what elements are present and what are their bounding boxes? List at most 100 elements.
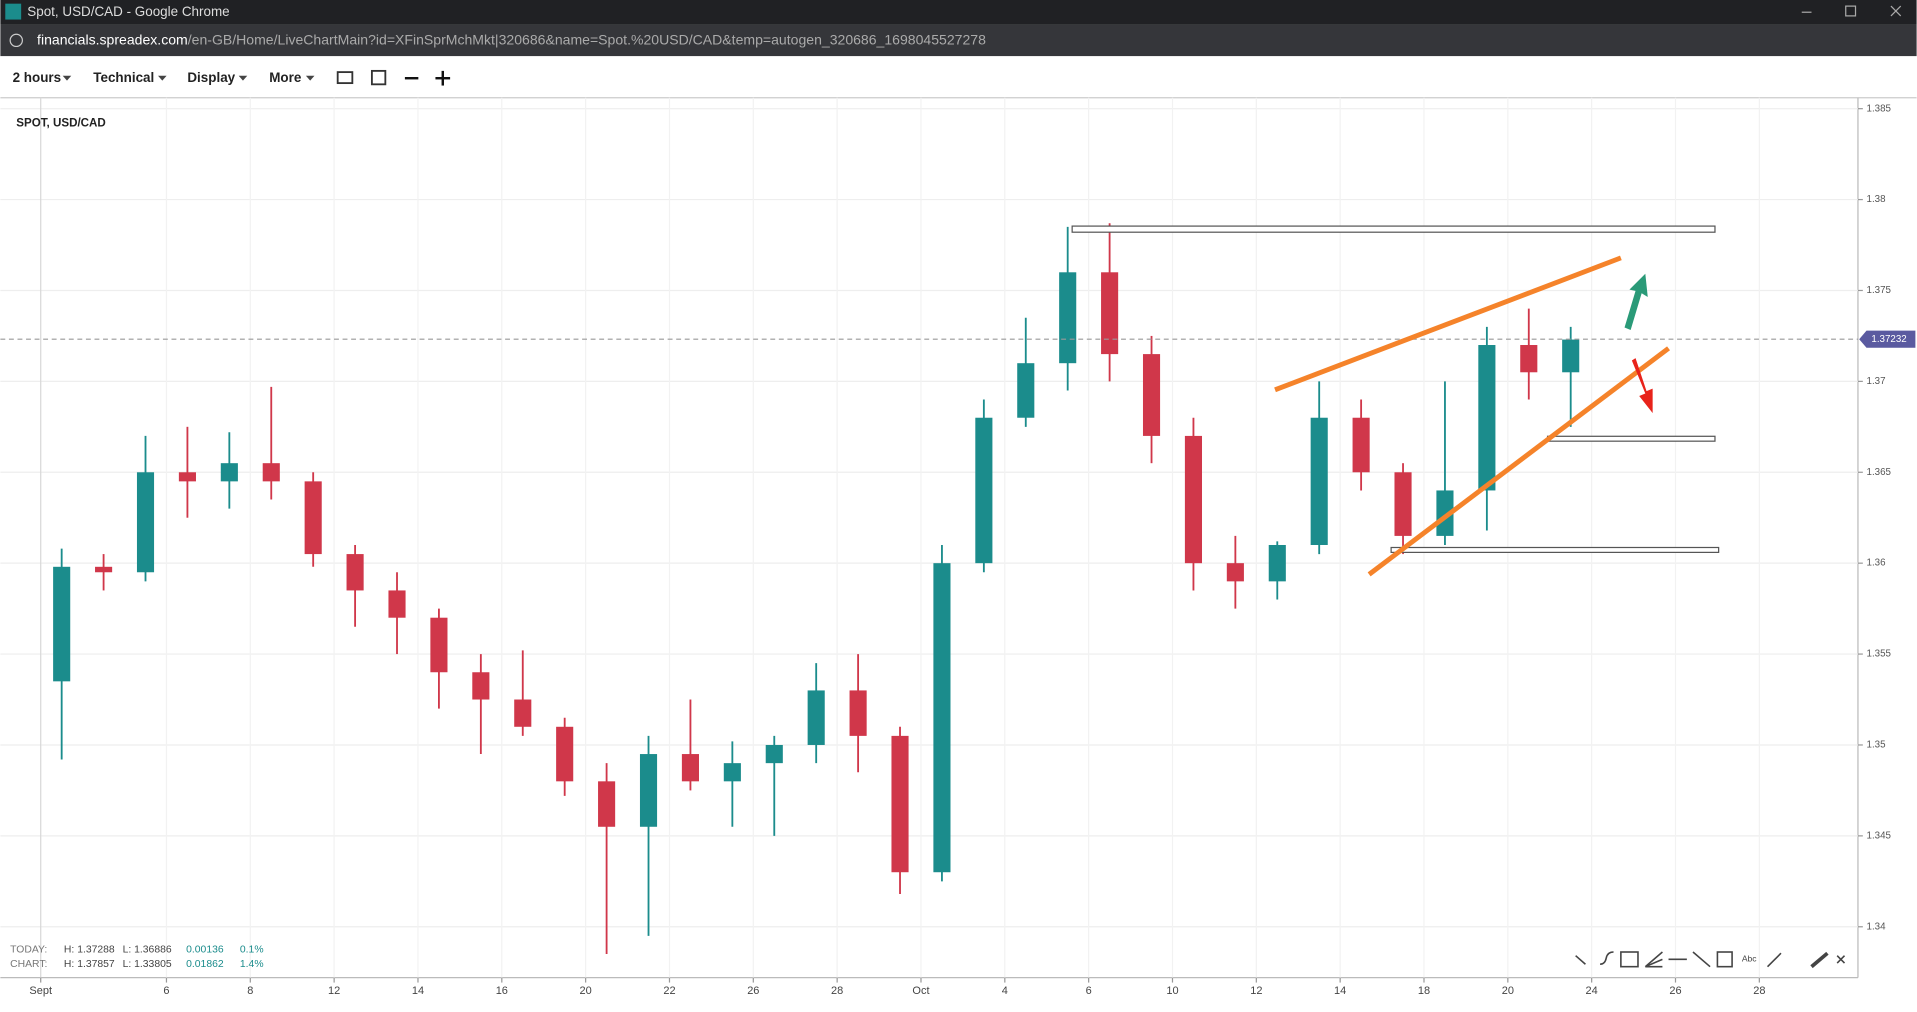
- last-price-label: 1.37232: [1871, 334, 1906, 345]
- x-tick-label: 6: [1086, 985, 1092, 997]
- level-box[interactable]: [1071, 225, 1716, 233]
- x-tick-label: 14: [412, 985, 424, 997]
- x-tick-label: 28: [831, 985, 843, 997]
- y-tick-label: 1.38: [1867, 194, 1886, 205]
- dropdown-arrows: [62, 75, 315, 81]
- drawing-tools[interactable]: [1575, 951, 1846, 969]
- up-arrow: [1624, 273, 1648, 330]
- candle-body: [639, 754, 658, 827]
- x-tick-label: Sept: [29, 985, 52, 997]
- x-tick-label: 12: [328, 985, 340, 997]
- candle-body: [53, 566, 71, 682]
- level-box[interactable]: [1390, 546, 1720, 553]
- candle-body: [1478, 345, 1496, 491]
- text-tool-icon[interactable]: Abc: [1742, 954, 1757, 964]
- candle-body: [1310, 417, 1328, 545]
- candle-body: [1184, 435, 1203, 564]
- stats-low: L: 1.36886: [123, 944, 172, 955]
- candle-body: [807, 690, 825, 745]
- window-title: Spot, USD/CAD - Google Chrome: [27, 4, 229, 19]
- stats-label: CHART:: [10, 959, 47, 970]
- candle-body: [1394, 472, 1412, 536]
- zoom-in-button[interactable]: [435, 70, 451, 86]
- chart-title: SPOT, USD/CAD: [16, 116, 106, 129]
- toolbar-button[interactable]: Technical: [93, 70, 154, 85]
- url-path: /en-GB/Home/LiveChartMain?id=XFinSprMchM…: [188, 31, 986, 47]
- site-info-icon[interactable]: [9, 33, 23, 48]
- toolbar-button[interactable]: More: [269, 70, 302, 85]
- y-tick-label: 1.355: [1867, 649, 1892, 660]
- trend-line[interactable]: [1274, 255, 1622, 393]
- candle-body: [933, 563, 951, 873]
- y-tick-label: 1.36: [1867, 558, 1886, 569]
- x-tick-label: 26: [1669, 985, 1681, 997]
- address-bar[interactable]: [0, 24, 1917, 57]
- open-button[interactable]: [336, 71, 354, 85]
- toolbar: [0, 56, 1917, 98]
- y-tick-label: 1.37: [1867, 376, 1886, 387]
- save-button[interactable]: [370, 69, 387, 86]
- candle-body: [95, 566, 113, 573]
- stats-high: H: 1.37857: [64, 959, 115, 970]
- x-tick-label: 6: [163, 985, 169, 997]
- x-tick-label: Oct: [912, 985, 929, 997]
- candle-body: [220, 463, 238, 482]
- x-tick-label: 8: [247, 985, 253, 997]
- candle-body: [681, 754, 699, 782]
- candle-body: [598, 781, 616, 827]
- x-tick-label: 28: [1753, 985, 1765, 997]
- x-tick-label: 26: [747, 985, 759, 997]
- candle-body: [849, 690, 867, 736]
- stats-percent: 1.4%: [240, 959, 264, 970]
- y-tick-label: 1.375: [1867, 285, 1892, 296]
- y-tick-label: 1.385: [1867, 103, 1892, 114]
- candle-body: [178, 472, 196, 482]
- candle-body: [765, 744, 783, 764]
- candle-body: [1268, 544, 1286, 582]
- x-tick-label: 4: [1002, 985, 1008, 997]
- candle-body: [346, 554, 364, 591]
- candle-body: [975, 417, 993, 564]
- x-tick-label: 10: [1166, 985, 1178, 997]
- candle-body: [1101, 272, 1119, 355]
- y-tick-label: 1.34: [1867, 921, 1887, 932]
- y-tick-label: 1.365: [1867, 467, 1892, 478]
- x-tick-label: 22: [663, 985, 675, 997]
- level-box[interactable]: [1546, 435, 1716, 442]
- candle-body: [388, 590, 406, 618]
- candle-body: [514, 699, 532, 727]
- candle-body: [304, 481, 322, 555]
- y-tick-label: 1.35: [1867, 740, 1887, 751]
- candle-body: [1017, 363, 1035, 418]
- stats-percent: 0.1%: [240, 944, 264, 955]
- x-tick-label: 16: [496, 985, 508, 997]
- toolbar-button[interactable]: Display: [187, 70, 235, 85]
- annotations: [1071, 225, 1720, 577]
- toolbar-button[interactable]: 2 hours: [13, 70, 62, 85]
- stats-label: TODAY:: [10, 944, 47, 955]
- candle-body: [1352, 417, 1370, 473]
- down-arrow: [1631, 358, 1653, 414]
- window-controls[interactable]: [1801, 5, 1902, 17]
- stats-low: L: 1.33805: [123, 959, 172, 970]
- candle-body: [430, 617, 448, 673]
- candle-body: [136, 472, 155, 573]
- x-tick-label: 20: [580, 985, 592, 997]
- candle-body: [1226, 563, 1244, 582]
- candle-body: [472, 672, 490, 700]
- candle-body: [891, 735, 909, 873]
- stats-high: H: 1.37288: [64, 944, 115, 955]
- candle-body: [1436, 490, 1454, 536]
- trend-line[interactable]: [1367, 346, 1671, 577]
- candle-body: [1142, 354, 1161, 436]
- url[interactable]: financials.spreadex.com/en-GB/Home/LiveC…: [37, 31, 986, 47]
- stats-change: 0.01862: [186, 959, 224, 970]
- x-tick-label: 20: [1502, 985, 1514, 997]
- candle-body: [262, 463, 280, 482]
- stats-change: 0.00136: [186, 944, 224, 955]
- x-tick-label: 18: [1418, 985, 1430, 997]
- y-tick-label: 1.345: [1867, 830, 1892, 841]
- x-tick-label: 24: [1586, 985, 1598, 997]
